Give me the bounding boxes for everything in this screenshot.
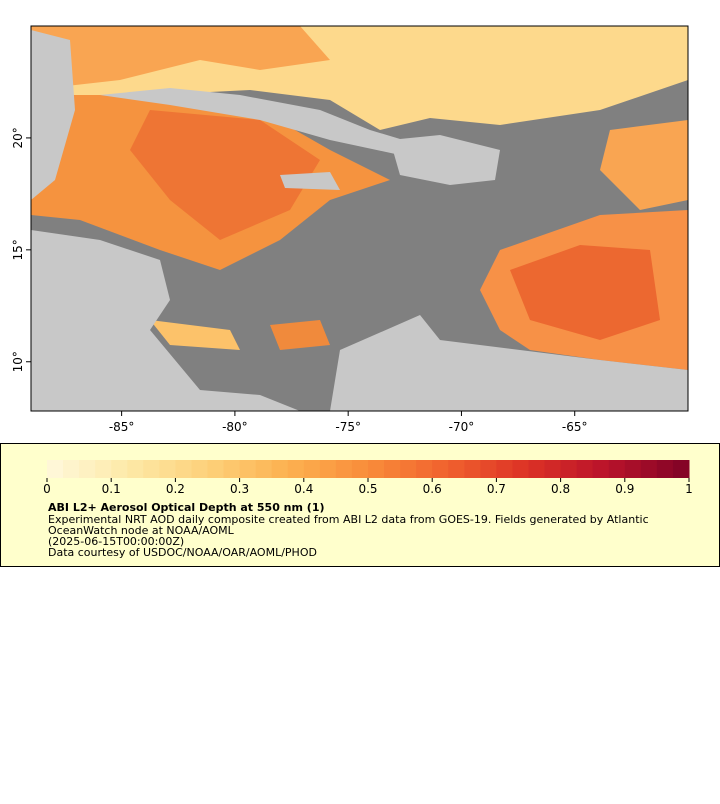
legend-title: ABI L2+ Aerosol Optical Depth at 550 nm …: [48, 501, 325, 514]
land-south-america: [330, 315, 688, 411]
aerosol-high: [130, 110, 320, 240]
colorbar-tick-label: 0.6: [423, 482, 442, 496]
legend-line: Experimental NRT AOD daily composite cre…: [48, 513, 649, 526]
colorbar-swatch: [528, 460, 546, 478]
colorbar-swatch: [287, 460, 305, 478]
colorbar-swatch: [79, 460, 96, 478]
aerosol-moderate: [600, 120, 688, 210]
colorbar-swatch: [111, 460, 128, 478]
land-central-america: [31, 230, 300, 411]
colorbar-swatch: [592, 460, 610, 478]
land-hispaniola: [390, 135, 500, 185]
colorbar-swatch: [319, 460, 337, 478]
x-tick-label: -85°: [109, 420, 135, 434]
colorbar-swatch: [656, 460, 674, 478]
colorbar-swatch: [127, 460, 144, 478]
y-tick-label: 10°: [11, 351, 25, 372]
colorbar-swatch: [416, 460, 433, 478]
colorbar-tick-label: 0.8: [551, 482, 570, 496]
aerosol-high: [510, 245, 660, 340]
colorbar-swatch: [191, 460, 208, 478]
colorbar-swatch: [255, 460, 273, 478]
colorbar-swatch: [512, 460, 529, 478]
colorbar: 0 0.1 0.2 0.3 0.4 0.5 0.6 0.7 0.8 0.9 1: [43, 460, 693, 496]
colorbar-swatch: [544, 460, 562, 478]
colorbar-swatch: [480, 460, 497, 478]
colorbar-swatch: [624, 460, 642, 478]
y-tick-label: 20°: [11, 127, 25, 148]
legend-line: (2025-06-15T00:00:00Z): [48, 535, 184, 548]
colorbar-tick-label: 0.7: [487, 482, 506, 496]
colorbar-swatch: [640, 460, 658, 478]
colorbar-swatch: [143, 460, 160, 478]
colorbar-swatch: [560, 460, 578, 478]
colorbar-swatch: [303, 460, 321, 478]
x-tick-label: -65°: [562, 420, 588, 434]
legend-line: OceanWatch node at NOAA/AOML: [48, 524, 235, 537]
colorbar-swatch: [368, 460, 385, 478]
colorbar-tick-label: 0: [43, 482, 51, 496]
colorbar-swatch: [63, 460, 80, 478]
colorbar-tick-label: 0.2: [166, 482, 185, 496]
colorbar-swatch: [175, 460, 192, 478]
colorbar-swatch: [239, 460, 257, 478]
colorbar-swatch: [223, 460, 241, 478]
colorbar-swatch: [448, 460, 465, 478]
land-yucatan: [31, 30, 75, 200]
aerosol-moderate: [31, 26, 330, 90]
x-tick-label: -75°: [335, 420, 361, 434]
map-area: [31, 26, 688, 411]
colorbar-swatch: [576, 460, 594, 478]
land-cuba: [100, 88, 420, 155]
colorbar-swatch: [47, 460, 64, 478]
colorbar-swatch: [335, 460, 353, 478]
colorbar-swatch: [672, 460, 690, 478]
legend-line: Data courtesy of USDOC/NOAA/OAR/AOML/PHO…: [48, 546, 317, 559]
land-jamaica: [280, 172, 340, 190]
colorbar-tick-label: 0.1: [102, 482, 121, 496]
colorbar-swatch: [608, 460, 626, 478]
colorbar-swatch: [384, 460, 401, 478]
colorbar-tick-label: 0.4: [294, 482, 313, 496]
colorbar-swatch: [432, 460, 449, 478]
colorbar-tick-label: 0.9: [615, 482, 634, 496]
colorbar-swatch: [496, 460, 513, 478]
colorbar-swatch: [159, 460, 176, 478]
colorbar-swatch: [95, 460, 112, 478]
map-frame: [30, 25, 689, 412]
colorbar-swatch: [351, 460, 369, 478]
aerosol-patch: [270, 320, 330, 350]
x-tick-label: -80°: [222, 420, 248, 434]
colorbar-tick-label: 0.3: [230, 482, 249, 496]
colorbar-swatch: [400, 460, 417, 478]
y-tick-label: 15°: [11, 239, 25, 260]
colorbar-swatch: [464, 460, 481, 478]
colorbar-swatch: [271, 460, 289, 478]
colorbar-tick-label: 0.5: [358, 482, 377, 496]
x-tick-label: -70°: [449, 420, 475, 434]
aerosol-patch: [150, 320, 240, 350]
colorbar-swatch: [207, 460, 225, 478]
colorbar-tick-label: 1: [685, 482, 693, 496]
